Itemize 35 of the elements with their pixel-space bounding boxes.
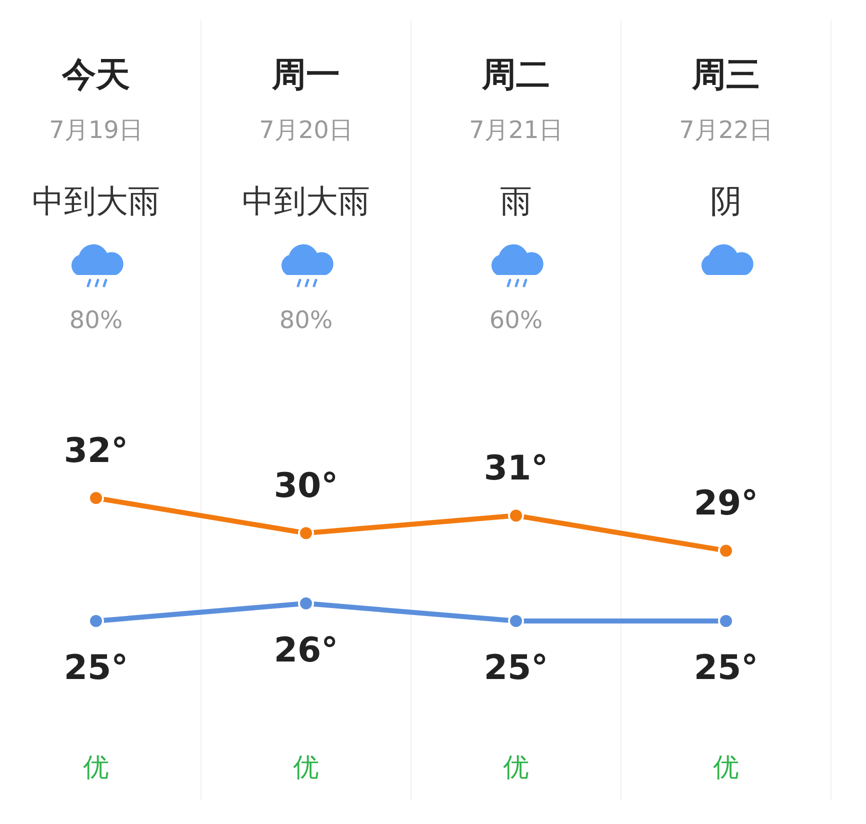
- text: 7月19日: [49, 116, 143, 144]
- text: 中到大雨: [242, 182, 370, 220]
- x-tick-label: 周一: [271, 55, 340, 95]
- text: 中到大雨: [32, 182, 160, 220]
- text: 优: [713, 753, 739, 783]
- data-label: 25°: [484, 648, 548, 688]
- text: 阴: [710, 182, 742, 220]
- point: [718, 542, 734, 559]
- data-label: 31°: [484, 448, 548, 489]
- text: 60%: [489, 306, 543, 334]
- text: 7月20日: [259, 116, 353, 144]
- text: 80%: [69, 306, 123, 334]
- x-tick-label: 周三: [691, 55, 760, 95]
- text: 优: [83, 753, 109, 783]
- text: 优: [503, 753, 529, 783]
- text: 雨: [500, 182, 532, 220]
- data-label: 29°: [694, 484, 758, 524]
- point: [298, 595, 314, 612]
- point: [508, 508, 524, 524]
- data-label: 26°: [274, 630, 338, 670]
- text: 7月22日: [679, 116, 773, 144]
- x-tick-label: 今天: [61, 55, 130, 95]
- text: 80%: [279, 306, 333, 334]
- data-label: 25°: [64, 648, 128, 688]
- x-tick-label: 周二: [481, 55, 550, 95]
- point: [718, 613, 734, 629]
- data-label: 32°: [64, 431, 128, 471]
- point: [88, 490, 104, 506]
- point: [508, 613, 524, 629]
- point: [88, 613, 104, 629]
- text: 优: [293, 753, 319, 783]
- data-label: 30°: [274, 466, 338, 506]
- point: [298, 525, 314, 542]
- text: 7月21日: [469, 116, 563, 144]
- data-label: 25°: [694, 648, 758, 688]
